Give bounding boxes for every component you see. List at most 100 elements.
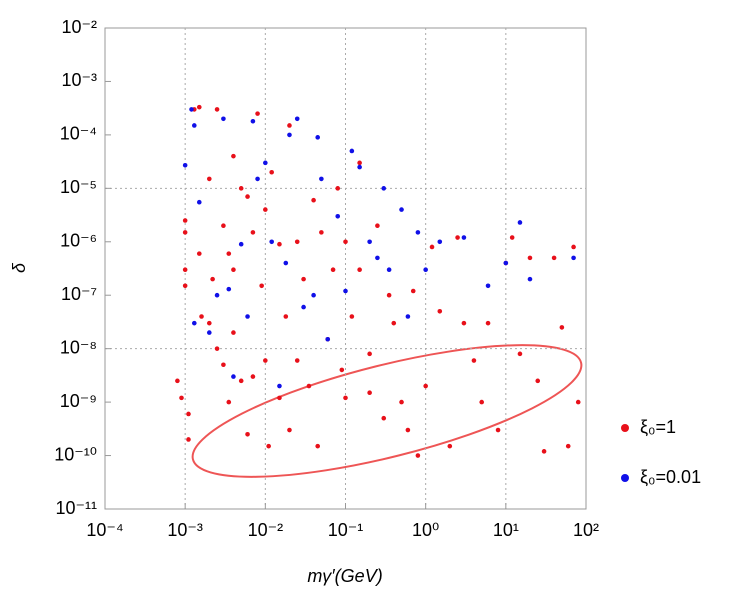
point <box>192 320 197 326</box>
point <box>231 374 236 379</box>
point <box>221 362 226 368</box>
point <box>381 415 387 421</box>
point <box>455 235 460 240</box>
x-tick-label: 10⁻⁴ <box>86 520 123 540</box>
point <box>263 160 268 166</box>
point <box>192 123 197 128</box>
y-tick-label: 10⁻¹¹ <box>55 498 97 518</box>
point <box>339 367 345 373</box>
point <box>175 378 180 384</box>
point <box>221 116 226 122</box>
point <box>206 320 212 326</box>
point <box>437 239 443 245</box>
point <box>189 107 194 112</box>
point <box>277 383 282 389</box>
point <box>461 235 467 240</box>
point <box>343 395 348 401</box>
point <box>231 330 236 335</box>
y-tick-label: 10⁻⁸ <box>60 337 97 357</box>
point <box>410 288 416 294</box>
point <box>461 320 467 326</box>
point <box>255 111 260 116</box>
point <box>319 230 324 235</box>
point <box>206 330 212 335</box>
point <box>206 176 212 182</box>
point <box>381 186 387 191</box>
point <box>182 267 188 273</box>
point <box>182 218 188 223</box>
point <box>571 255 576 261</box>
point <box>559 325 565 330</box>
point <box>479 399 485 405</box>
x-tick-label: 10² <box>573 520 599 540</box>
point <box>277 241 282 247</box>
point <box>335 186 341 191</box>
point <box>357 267 362 273</box>
point <box>226 251 232 256</box>
point <box>367 390 372 396</box>
point <box>306 383 312 389</box>
point <box>277 395 282 401</box>
point <box>301 276 306 282</box>
point <box>179 395 184 401</box>
point <box>245 194 250 199</box>
point <box>214 292 220 298</box>
point <box>319 176 324 182</box>
point <box>447 443 453 449</box>
point <box>287 132 292 138</box>
point <box>287 427 292 433</box>
point <box>437 309 443 314</box>
point <box>375 223 380 228</box>
point <box>182 230 188 235</box>
point <box>263 358 268 363</box>
point <box>255 176 260 182</box>
point <box>196 251 202 256</box>
point <box>535 378 541 384</box>
y-tick-label: 10⁻² <box>61 17 97 37</box>
legend-label: ξ₀=0.01 <box>640 467 701 487</box>
point <box>245 431 250 437</box>
point <box>367 351 372 357</box>
point <box>250 374 256 379</box>
point <box>294 239 300 245</box>
point <box>357 160 362 166</box>
point <box>315 443 320 449</box>
point <box>541 449 547 454</box>
point <box>311 292 316 298</box>
point <box>335 213 341 219</box>
point <box>250 118 256 124</box>
point <box>405 314 411 319</box>
point <box>294 358 300 363</box>
x-axis-label: mγ′(GeV) <box>307 566 382 586</box>
point <box>517 220 523 225</box>
point <box>226 399 232 405</box>
point <box>231 153 236 159</box>
point <box>210 276 215 282</box>
legend-marker <box>621 424 629 432</box>
x-tick-label: 10⁻¹ <box>328 520 364 540</box>
point <box>485 283 491 289</box>
y-tick-label: 10⁻⁶ <box>60 231 97 251</box>
point <box>551 255 557 261</box>
point <box>517 351 523 357</box>
point <box>269 169 274 175</box>
y-tick-label: 10⁻³ <box>61 70 97 90</box>
x-tick-label: 10⁻³ <box>167 520 203 540</box>
point <box>330 267 336 273</box>
point <box>509 235 515 240</box>
point <box>238 241 244 247</box>
point <box>231 267 236 273</box>
highlight-ellipse <box>191 344 583 478</box>
point <box>259 283 264 289</box>
point <box>405 427 411 433</box>
point <box>527 255 533 261</box>
point <box>399 207 404 212</box>
y-axis-label: δ <box>9 262 29 273</box>
point <box>287 123 292 128</box>
point <box>238 378 244 384</box>
point <box>283 260 289 266</box>
point <box>349 314 355 319</box>
point <box>263 207 268 212</box>
point <box>214 346 220 351</box>
point <box>221 223 226 228</box>
